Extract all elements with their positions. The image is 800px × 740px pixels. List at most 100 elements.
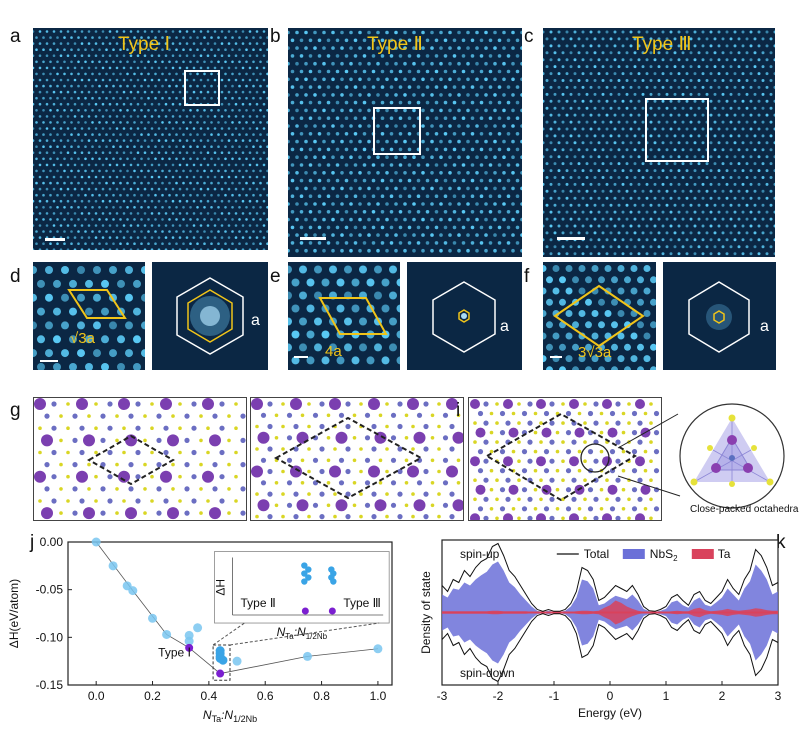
lattice-atom	[262, 30, 266, 33]
s-atom	[495, 402, 499, 406]
lattice-atom	[661, 127, 665, 131]
lattice-atom	[358, 171, 362, 175]
s-atom	[255, 424, 259, 429]
lattice-atom	[641, 217, 645, 221]
lattice-atom	[331, 171, 335, 175]
lattice-atom	[122, 78, 126, 82]
nb-atom	[79, 425, 85, 431]
lattice-atom	[245, 230, 248, 233]
lattice-atom	[457, 46, 461, 50]
lattice-atom	[161, 157, 164, 161]
lattice-atom	[581, 210, 585, 214]
lattice-atom	[119, 109, 122, 112]
lattice-atom	[33, 349, 37, 358]
lattice-atom	[543, 224, 545, 228]
lattice-atom	[185, 90, 189, 94]
lattice-atom	[681, 79, 685, 82]
lattice-atom	[439, 77, 443, 82]
lattice-atom	[629, 210, 633, 214]
lattice-atom	[761, 120, 765, 124]
lattice-atom	[362, 85, 367, 89]
lattice-atom	[589, 72, 593, 76]
lattice-atom	[234, 224, 238, 227]
lattice-atom	[175, 242, 178, 245]
lattice-atom	[601, 231, 605, 235]
lattice-atom	[573, 182, 577, 186]
lattice-atom	[701, 85, 705, 89]
lattice-atom	[434, 225, 439, 230]
lattice-atom	[168, 36, 171, 39]
lattice-atom	[398, 69, 403, 74]
lattice-atom	[425, 38, 430, 43]
lattice-atom	[389, 116, 394, 120]
lattice-atom	[175, 36, 178, 39]
supercell-h	[273, 416, 424, 500]
lattice-atom	[769, 176, 773, 179]
nb-atom	[267, 401, 273, 407]
lattice-atom	[203, 230, 206, 233]
lattice-atom	[448, 124, 452, 128]
lattice-atom	[367, 233, 371, 237]
lattice-atom	[637, 276, 644, 284]
scale-bar-e	[294, 356, 308, 358]
lattice-atom	[133, 109, 136, 112]
lattice-atom	[553, 120, 557, 124]
lattice-atom	[466, 124, 470, 128]
nb-atom	[212, 462, 218, 468]
lattice-atom	[641, 51, 645, 55]
s-atom	[605, 497, 609, 502]
lattice-atom	[757, 238, 761, 242]
lattice-atom	[624, 366, 631, 370]
lattice-atom	[593, 217, 597, 221]
lattice-atom	[757, 30, 761, 34]
lattice-atom	[288, 265, 292, 274]
nb-atom	[345, 491, 351, 497]
lattice-atom	[119, 169, 122, 173]
lattice-atom	[693, 127, 697, 131]
lattice-atom	[470, 69, 475, 74]
lattice-atom	[87, 163, 91, 167]
lattice-atom	[358, 77, 362, 82]
lattice-atom	[73, 187, 77, 191]
lattice-atom	[115, 199, 119, 203]
lattice-atom	[466, 186, 470, 191]
lattice-atom	[344, 85, 349, 89]
lattice-atom	[248, 212, 252, 215]
lattice-atom	[757, 155, 761, 159]
lattice-atom	[725, 169, 729, 173]
lattice-atom	[344, 69, 349, 74]
nb-atom	[364, 435, 371, 441]
nb-atom	[565, 410, 572, 417]
lattice-atom	[171, 163, 175, 167]
lattice-atom	[182, 145, 185, 148]
nb-atom	[549, 458, 555, 464]
lattice-atom	[80, 54, 84, 57]
lattice-atom	[573, 44, 577, 48]
lattice-atom	[157, 139, 161, 142]
lattice-atom	[331, 61, 335, 66]
lattice-atom	[374, 343, 382, 352]
lattice-atom	[705, 217, 709, 221]
lattice-atom	[629, 141, 633, 145]
nb-atom	[219, 474, 225, 480]
lattice-atom	[741, 224, 745, 228]
lattice-atom	[140, 193, 143, 197]
lattice-atom	[248, 42, 252, 45]
lattice-atom	[52, 175, 56, 179]
lattice-atom	[425, 178, 430, 183]
lattice-atom	[371, 241, 376, 245]
s-atom	[94, 474, 98, 479]
lattice-atom	[199, 30, 203, 33]
s-atom	[171, 487, 175, 491]
structure-atoms	[34, 398, 246, 520]
nb-atom	[637, 496, 643, 502]
lattice-atom	[665, 120, 669, 124]
lattice-atom	[609, 92, 613, 96]
lattice-atom	[769, 134, 773, 138]
lattice-atom	[721, 203, 725, 207]
lattice-atom	[689, 92, 693, 96]
lattice-atom	[33, 199, 35, 203]
stm-zoom-e	[288, 262, 400, 370]
lattice-atom	[573, 252, 577, 256]
lattice-atom	[484, 61, 488, 66]
